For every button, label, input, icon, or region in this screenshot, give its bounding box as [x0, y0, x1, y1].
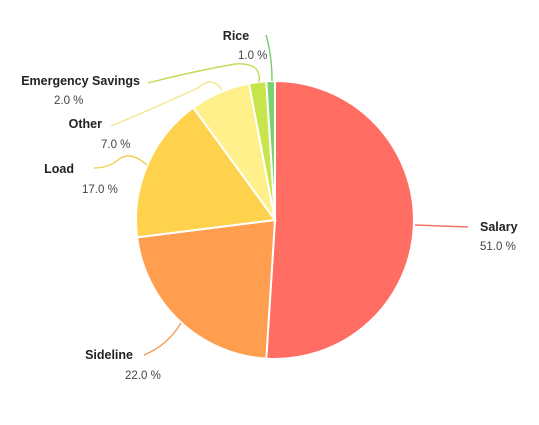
slice-label-rice: Rice: [223, 29, 249, 43]
labels-layer: Salary 51.0 % Sideline 22.0 % Load 17.0 % Othe…: [21, 29, 517, 382]
leader-line-salary: [414, 224, 469, 228]
slice-percent-load: 17.0 %: [82, 184, 118, 196]
pie-slice-rice[interactable]: [265, 79, 276, 221]
slice-percent-emergency-savings: 2.0 %: [54, 95, 83, 107]
slice-label-salary: Salary: [480, 220, 518, 234]
slice-label-emergency-savings: Emergency Savings: [21, 74, 140, 88]
leader-line-sideline: [143, 322, 182, 356]
leader-line-load: [93, 155, 148, 169]
leader-lines-layer: [93, 34, 469, 356]
slice-label-sideline: Sideline: [85, 348, 133, 362]
slice-percent-salary: 51.0 %: [480, 241, 516, 253]
pie-slice-sideline[interactable]: [135, 218, 277, 360]
slice-label-load: Load: [44, 162, 74, 176]
pie-slice-salary[interactable]: [265, 79, 415, 360]
slice-percent-other: 7.0 %: [101, 139, 130, 151]
slices-layer: [135, 79, 415, 360]
slice-label-other: Other: [69, 117, 102, 131]
leader-line-emergency-savings: [147, 63, 260, 84]
pie-slice-load[interactable]: [135, 106, 277, 239]
slice-percent-sideline: 22.0 %: [125, 370, 161, 382]
leader-line-rice: [265, 34, 273, 82]
leader-line-other: [110, 81, 223, 127]
slice-percent-rice: 1.0 %: [238, 50, 267, 62]
